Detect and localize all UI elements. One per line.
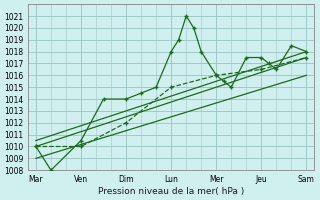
X-axis label: Pression niveau de la mer( hPa ): Pression niveau de la mer( hPa ) bbox=[98, 187, 244, 196]
